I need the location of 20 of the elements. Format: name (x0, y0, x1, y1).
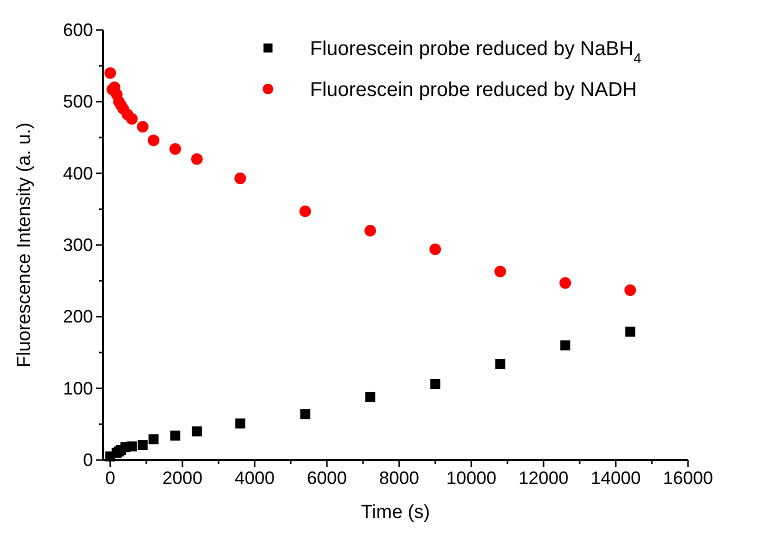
y-axis-title: Fluorescence Intensity (a. u.) (14, 122, 35, 368)
x-axis-title: Time (s) (361, 502, 430, 523)
x-tick-label: 10000 (446, 468, 496, 488)
y-tick-label: 200 (62, 306, 93, 327)
x-tick-label: 6000 (306, 468, 347, 488)
y-tick-label: 0 (82, 450, 93, 470)
x-tick-label: 14000 (590, 468, 641, 488)
x-tick-label: 8000 (379, 468, 420, 488)
y-tick-label: 500 (62, 92, 93, 112)
x-tick-label: 4000 (234, 468, 275, 488)
x-tick-label: 16000 (662, 468, 714, 488)
y-tick-label: 400 (62, 163, 93, 184)
legend-label: Fluorescein probe reduced by NADH (310, 79, 637, 101)
x-tick-label: 0 (105, 468, 116, 488)
y-tick-label: 600 (62, 20, 93, 40)
legend-label: Fluorescein probe reduced by NaBH$_{4}$ (310, 38, 642, 66)
x-tick-label: 2000 (162, 468, 202, 488)
y-tick-label: 300 (62, 235, 93, 255)
y-tick-label: 100 (62, 378, 93, 398)
x-tick-label: 12000 (518, 468, 569, 488)
